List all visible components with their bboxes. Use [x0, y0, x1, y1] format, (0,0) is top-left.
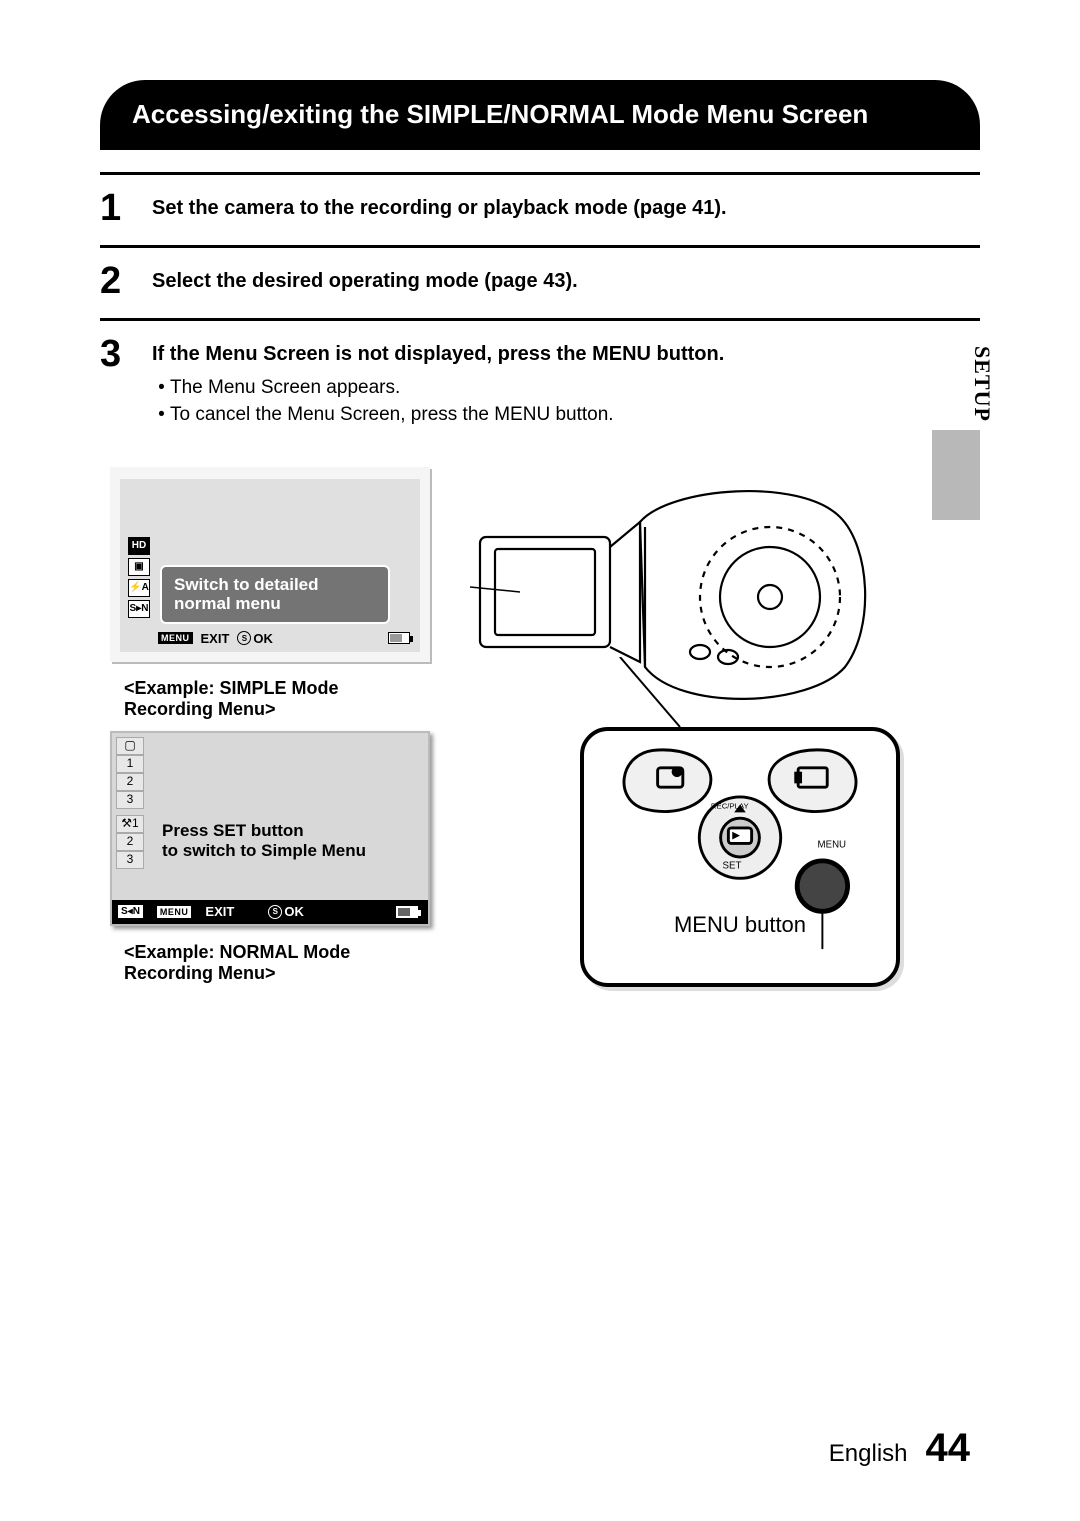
caption-line: <Example: NORMAL Mode [124, 942, 350, 962]
page-number: 44 [926, 1426, 971, 1471]
caption-line: <Example: SIMPLE Mode [124, 678, 339, 698]
normal-bottom-bar: S◂N MENU EXIT S OK [112, 900, 428, 924]
menu-badge-icon: MENU [158, 632, 193, 644]
set-circle-icon: S [268, 905, 282, 919]
ok-badge: S OK [237, 631, 273, 646]
step-1: 1 Set the camera to the recording or pla… [100, 172, 980, 245]
illustration-area: HD ▣ ⚡A S▸N Switch to detailed normal me… [100, 467, 980, 1027]
bullet: The Menu Screen appears. [170, 374, 980, 402]
left-cell: 3 [116, 851, 144, 869]
menu-badge-icon: MENU [157, 906, 192, 918]
hd-icon: HD [128, 537, 150, 555]
step-3: 3 If the Menu Screen is not displayed, p… [100, 318, 980, 447]
exit-label: EXIT [201, 631, 230, 646]
msg-line: Press SET button [162, 821, 304, 840]
step-number: 1 [100, 189, 134, 227]
normal-caption: <Example: NORMAL Mode Recording Menu> [124, 942, 350, 985]
battery-icon [396, 906, 418, 918]
step-number: 2 [100, 262, 134, 300]
step-number: 3 [100, 335, 134, 373]
battery-icon [388, 632, 410, 644]
caption-line: Recording Menu> [124, 963, 276, 983]
normal-message: Press SET button to switch to Simple Men… [162, 821, 366, 862]
left-cell: 1 [116, 755, 144, 773]
normal-left-column: ▢ 1 2 3 ⚒1 2 3 [116, 737, 144, 869]
ok-label: OK [253, 631, 273, 646]
menu-small-text: MENU [818, 839, 847, 850]
switch-bubble: Switch to detailed normal menu [160, 565, 390, 624]
bubble-line2: normal menu [174, 594, 281, 613]
left-cell: 2 [116, 773, 144, 791]
page-footer: English 44 [829, 1426, 970, 1471]
section-tab: SETUP [969, 346, 995, 422]
page-title: Accessing/exiting the SIMPLE/NORMAL Mode… [100, 80, 980, 150]
normal-mode-screen: ▢ 1 2 3 ⚒1 2 3 Press SET button to switc… [110, 731, 430, 926]
step-heading: If the Menu Screen is not displayed, pre… [152, 341, 980, 368]
msg-line: to switch to Simple Menu [162, 841, 366, 860]
left-cell: ⚒1 [116, 815, 144, 833]
caption-line: Recording Menu> [124, 699, 276, 719]
simple-caption: <Example: SIMPLE Mode Recording Menu> [124, 678, 339, 721]
exit-label: EXIT [205, 904, 234, 919]
set-circle-icon: S [237, 631, 251, 645]
simple-bottom-bar: MENU EXIT S OK [158, 631, 273, 646]
ok-badge: S OK [268, 904, 304, 919]
flash-auto-icon: ⚡A [128, 579, 150, 597]
mode-icon: ▣ [128, 558, 150, 576]
left-cell: ▢ [116, 737, 144, 755]
sn-switch-icon: S▸N [128, 600, 150, 618]
step-2: 2 Select the desired operating mode (pag… [100, 245, 980, 318]
menu-button-caption: MENU button [640, 912, 840, 938]
simple-mode-screen: HD ▣ ⚡A S▸N Switch to detailed normal me… [110, 467, 430, 662]
rec-play-text: REC/PLAY [711, 801, 749, 810]
control-pad-illustration: SET MENU REC/PLAY [580, 727, 900, 987]
simple-screen-icons: HD ▣ ⚡A S▸N [128, 537, 150, 618]
step-bullets: The Menu Screen appears. To cancel the M… [152, 374, 980, 429]
left-cell: 3 [116, 791, 144, 809]
footer-language: English [829, 1440, 908, 1468]
bubble-line1: Switch to detailed [174, 575, 319, 594]
step-heading: Set the camera to the recording or playb… [152, 195, 980, 222]
sn-badge-icon: S◂N [118, 905, 143, 918]
step-heading: Select the desired operating mode (page … [152, 268, 980, 295]
leader-line [580, 657, 780, 737]
ok-label: OK [284, 904, 304, 919]
set-text: SET [723, 861, 742, 872]
bullet: To cancel the Menu Screen, press the MEN… [170, 401, 980, 429]
left-cell: 2 [116, 833, 144, 851]
